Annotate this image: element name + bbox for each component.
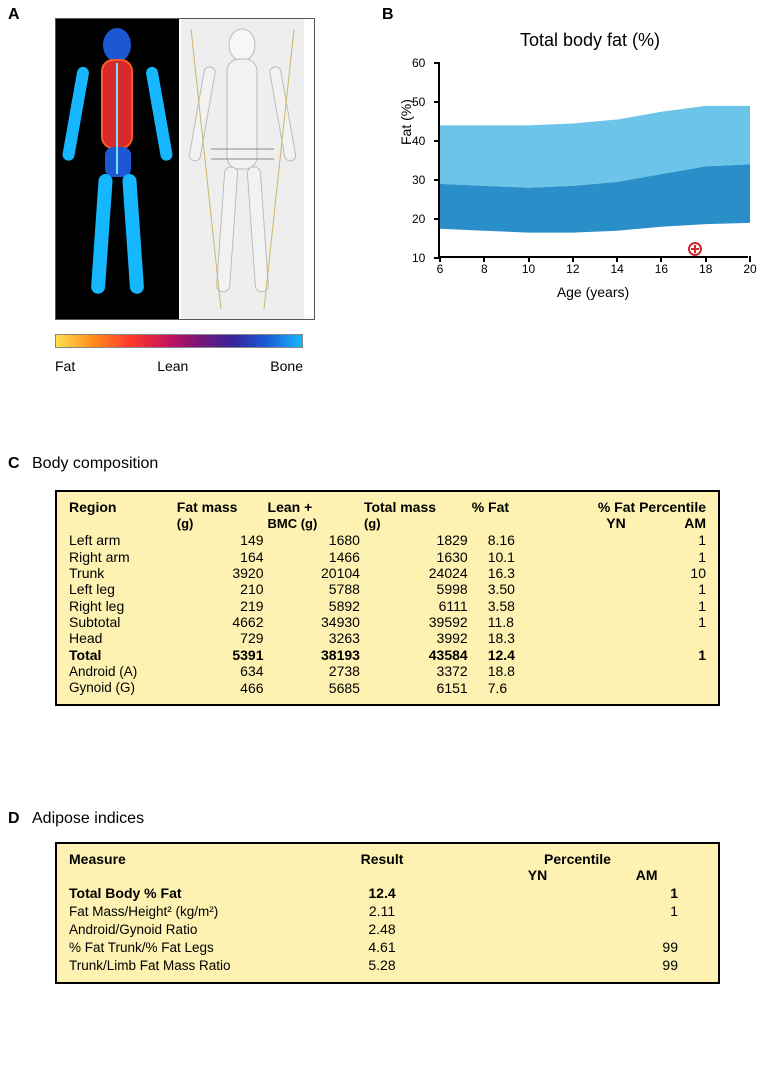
table-row: Gynoid (G)466568561517.6 bbox=[67, 679, 708, 695]
chart-area: Z-score 10203040506068101214161820+20-2 bbox=[438, 63, 748, 258]
table-row: Trunk/Limb Fat Mass Ratio5.2899 bbox=[67, 956, 708, 974]
panel-d-title: Adipose indices bbox=[32, 810, 144, 828]
table-row: Subtotal4662349303959211.81 bbox=[67, 614, 708, 630]
x-tick: 12 bbox=[566, 262, 579, 276]
panel-b-label: B bbox=[382, 6, 394, 24]
chart-title: Total body fat (%) bbox=[410, 30, 770, 51]
th-pctile: % Fat Percentile YNAM bbox=[549, 498, 708, 532]
th-percentile: Percentile YNAM bbox=[447, 850, 708, 884]
y-tick: 50 bbox=[412, 95, 425, 109]
body-composition-table: Region Fat mass(g) Lean +BMC (g) Total m… bbox=[55, 490, 720, 706]
table-row: Android/Gynoid Ratio2.48 bbox=[67, 920, 708, 938]
colorbar: Fat Lean Bone bbox=[55, 334, 315, 374]
table-row: Left leg210578859983.501 bbox=[67, 581, 708, 597]
panel-a: Fat Lean Bone bbox=[55, 18, 315, 374]
table-row: Right leg219589261113.581 bbox=[67, 598, 708, 614]
th-fat: Fat mass(g) bbox=[175, 498, 266, 532]
th-total: Total mass(g) bbox=[362, 498, 470, 532]
table-row: Android (A)6342738337218.8 bbox=[67, 663, 708, 679]
x-tick: 8 bbox=[481, 262, 488, 276]
th-measure: Measure bbox=[67, 850, 317, 884]
x-tick: 20 bbox=[743, 262, 756, 276]
y-tick: 40 bbox=[412, 134, 425, 148]
y-tick: 30 bbox=[412, 173, 425, 187]
x-tick: 10 bbox=[522, 262, 535, 276]
panel-c-label: C bbox=[8, 455, 20, 473]
x-tick: 18 bbox=[699, 262, 712, 276]
adipose-indices-table: Measure Result Percentile YNAM Total Bod… bbox=[55, 842, 720, 984]
panel-d-label: D bbox=[8, 810, 20, 828]
y-tick: 20 bbox=[412, 212, 425, 226]
x-tick: 16 bbox=[655, 262, 668, 276]
th-result: Result bbox=[317, 850, 447, 884]
table-row: Right arm1641466163010.11 bbox=[67, 548, 708, 564]
table-row: % Fat Trunk/% Fat Legs4.6199 bbox=[67, 938, 708, 956]
table-row: Total5391381934358412.41 bbox=[67, 647, 708, 663]
table-row: Left arm149168018298.161 bbox=[67, 532, 708, 548]
table-row: Total Body % Fat12.41 bbox=[67, 884, 708, 902]
table-row: Trunk3920201042402416.310 bbox=[67, 565, 708, 581]
scan-pair bbox=[55, 18, 315, 320]
colorbar-gradient bbox=[55, 334, 303, 348]
panel-a-label: A bbox=[8, 6, 20, 24]
x-tick: 14 bbox=[610, 262, 623, 276]
patient-marker bbox=[688, 242, 702, 256]
panel-b: Total body fat (%) Z-score 1020304050606… bbox=[410, 30, 770, 300]
th-pct: % Fat bbox=[470, 498, 549, 532]
table-row: Head7293263399218.3 bbox=[67, 630, 708, 646]
x-axis-label: Age (years) bbox=[438, 284, 748, 300]
colorbar-label-lean: Lean bbox=[157, 358, 188, 374]
colorbar-label-bone: Bone bbox=[270, 358, 303, 374]
y-axis-label: Fat (%) bbox=[398, 99, 414, 145]
table-row: Fat Mass/Height² (kg/m²)2.111 bbox=[67, 902, 708, 920]
panel-c-title: Body composition bbox=[32, 455, 158, 473]
dxa-scan-gray bbox=[181, 19, 304, 319]
y-tick: 10 bbox=[412, 251, 425, 265]
chart-bands bbox=[440, 63, 750, 258]
y-tick: 60 bbox=[412, 56, 425, 70]
x-tick: 6 bbox=[437, 262, 444, 276]
colorbar-label-fat: Fat bbox=[55, 358, 75, 374]
th-region: Region bbox=[67, 498, 175, 532]
th-lean: Lean +BMC (g) bbox=[266, 498, 362, 532]
dxa-scan-color bbox=[56, 19, 179, 319]
